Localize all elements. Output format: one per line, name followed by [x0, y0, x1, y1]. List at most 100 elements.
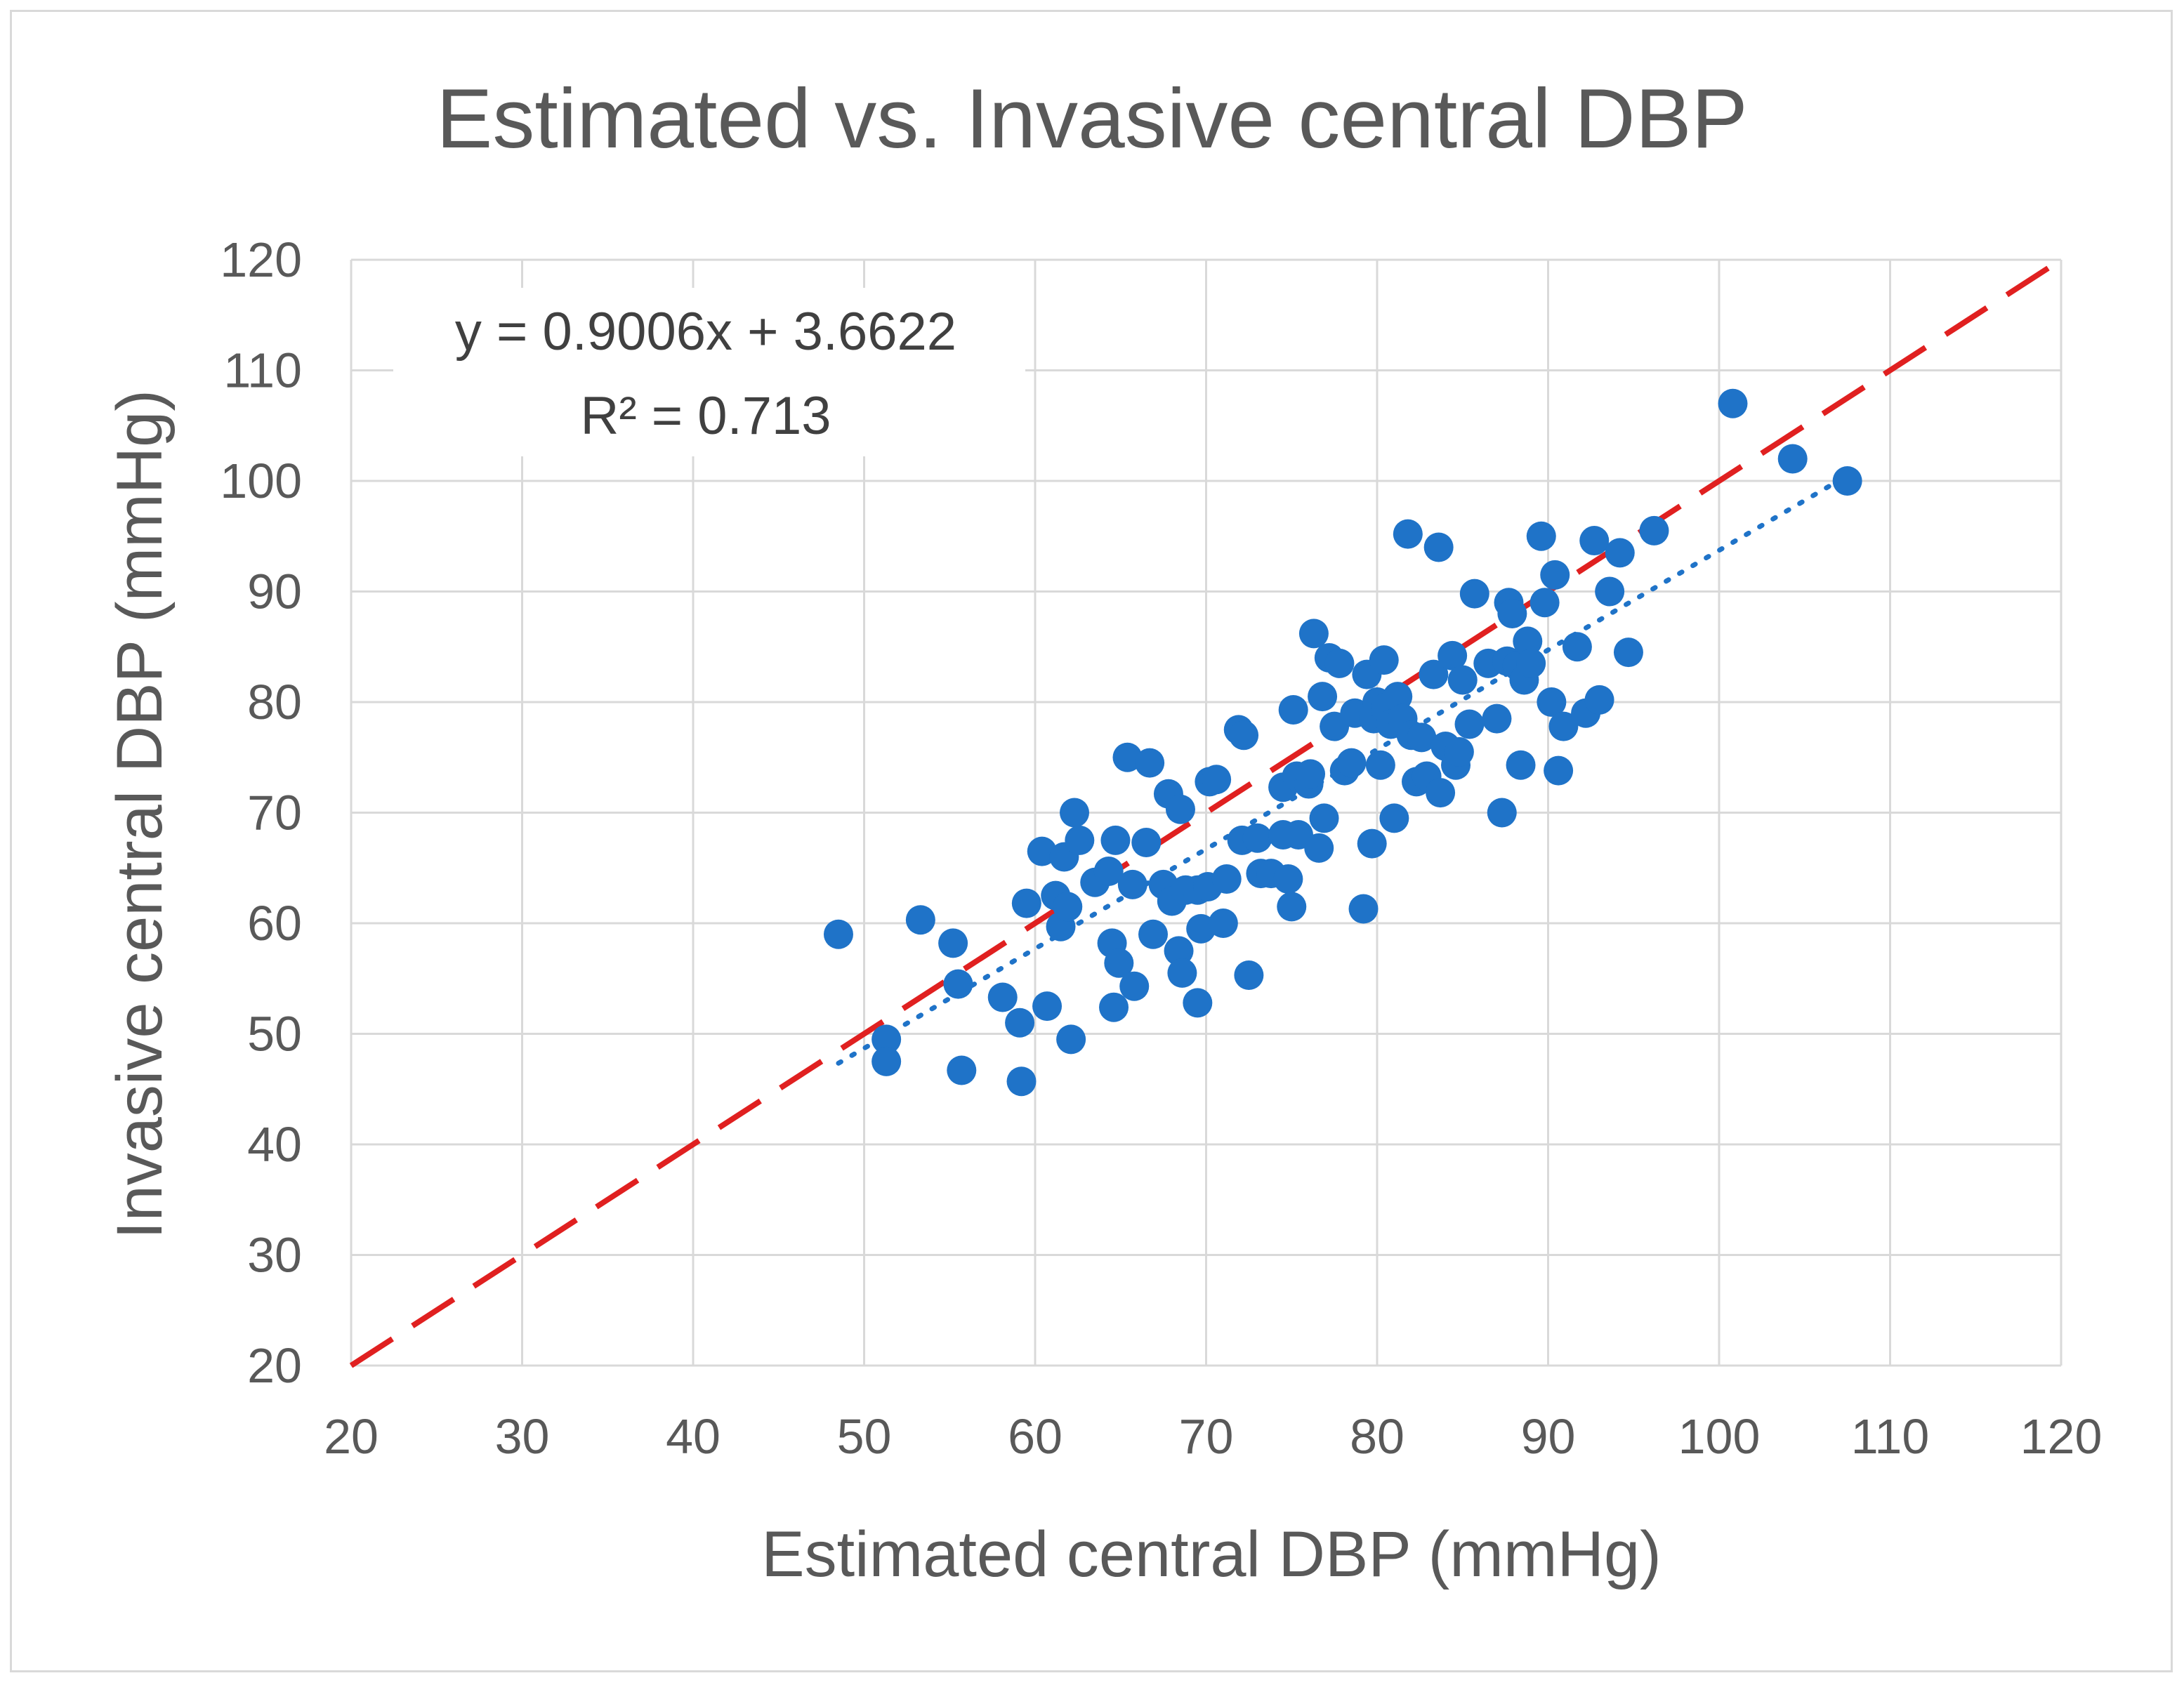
data-point: [1530, 588, 1560, 618]
data-point: [1562, 632, 1592, 662]
data-point: [1138, 919, 1169, 949]
data-point: [1234, 960, 1264, 991]
data-point: [1011, 888, 1041, 918]
y-tick-label: 40: [247, 1117, 302, 1172]
data-point: [1595, 576, 1625, 607]
data-point: [1183, 988, 1213, 1018]
chart-title: Estimated vs. Invasive central DBP: [436, 72, 1747, 166]
data-point: [1278, 695, 1308, 725]
data-point: [1117, 869, 1147, 899]
data-point: [987, 982, 1018, 1012]
data-point: [1579, 526, 1610, 556]
data-point: [1165, 794, 1195, 824]
data-point: [1242, 823, 1272, 853]
data-point: [1208, 908, 1238, 938]
y-tick-label: 90: [247, 564, 302, 619]
data-point: [1211, 864, 1242, 894]
data-point: [1005, 1007, 1035, 1038]
x-tick-label: 80: [1350, 1409, 1405, 1464]
x-tick-label: 50: [837, 1409, 892, 1464]
data-point: [1027, 836, 1057, 866]
regression-equation: y = 0.9006x + 3.6622: [455, 302, 956, 362]
data-point: [1006, 1066, 1037, 1097]
data-point: [1540, 560, 1570, 590]
data-points: [823, 388, 1862, 1097]
data-point: [1202, 765, 1232, 795]
data-point: [1379, 803, 1409, 833]
data-point: [1639, 515, 1669, 546]
x-tick-label: 20: [324, 1409, 379, 1464]
data-point: [1093, 856, 1124, 886]
data-point: [1336, 748, 1367, 778]
data-point: [1482, 703, 1512, 734]
data-point: [1369, 645, 1399, 675]
data-point: [1487, 798, 1517, 828]
x-tick-label: 100: [1678, 1409, 1761, 1464]
data-point: [1419, 659, 1449, 689]
x-tick-label: 70: [1179, 1409, 1234, 1464]
data-point: [1053, 892, 1083, 922]
y-tick-label: 100: [220, 454, 302, 508]
data-point: [1104, 948, 1134, 978]
data-point: [1229, 720, 1259, 751]
data-point: [1119, 971, 1150, 1001]
data-point: [1100, 825, 1131, 855]
data-point: [1099, 992, 1129, 1022]
data-point: [1324, 648, 1355, 678]
data-point: [1548, 711, 1579, 741]
data-point: [1167, 958, 1197, 988]
data-point: [1454, 709, 1485, 739]
r-squared-label: R² = 0.713: [581, 386, 831, 446]
data-point: [1131, 828, 1162, 858]
data-point: [1032, 991, 1063, 1022]
y-axis-title: Invasive central DBP (mmHg): [104, 390, 176, 1239]
y-axis-ticks: 20 30 40 50 60 70 80 90 100 110 120: [220, 232, 302, 1393]
data-point: [1584, 685, 1614, 715]
data-point: [943, 969, 973, 999]
y-tick-label: 120: [220, 232, 302, 287]
data-point: [1135, 748, 1165, 778]
data-point: [1426, 778, 1456, 808]
y-tick-label: 80: [247, 675, 302, 729]
data-point: [1348, 894, 1379, 924]
data-point: [1273, 864, 1303, 894]
x-tick-label: 90: [1521, 1409, 1576, 1464]
data-point: [1544, 755, 1574, 786]
data-point: [1407, 722, 1437, 753]
y-tick-label: 110: [223, 343, 302, 398]
trendline: [836, 473, 1850, 1066]
data-point: [1777, 444, 1808, 474]
data-point: [1613, 637, 1643, 668]
data-point: [1438, 640, 1468, 670]
data-point: [1304, 833, 1334, 863]
data-point: [1277, 892, 1307, 922]
data-point: [1164, 936, 1194, 966]
data-point: [1506, 750, 1536, 780]
y-tick-label: 60: [247, 896, 302, 951]
data-point: [1513, 626, 1543, 656]
data-point: [1526, 521, 1556, 551]
data-point: [1516, 648, 1546, 678]
x-axis-title: Estimated central DBP (mmHg): [761, 1519, 1662, 1590]
data-point: [1112, 742, 1143, 772]
data-point: [1447, 665, 1478, 695]
x-axis-ticks: 20 30 40 50 60 70 80 90 100 110 120: [324, 1409, 2102, 1464]
data-point: [1383, 682, 1413, 712]
x-tick-label: 110: [1851, 1409, 1930, 1464]
data-point: [1309, 803, 1339, 833]
x-tick-label: 30: [495, 1409, 550, 1464]
data-point: [947, 1055, 977, 1085]
data-point: [1308, 682, 1338, 712]
data-point: [1444, 736, 1474, 767]
data-point: [1186, 913, 1216, 944]
y-tick-label: 70: [247, 786, 302, 840]
x-tick-label: 120: [2020, 1409, 2103, 1464]
data-point: [1393, 519, 1423, 549]
data-point: [1423, 532, 1454, 562]
data-point: [1056, 1024, 1086, 1055]
data-point: [1497, 599, 1527, 628]
data-point: [1537, 687, 1567, 717]
data-point: [938, 928, 968, 958]
data-point: [1718, 388, 1748, 418]
